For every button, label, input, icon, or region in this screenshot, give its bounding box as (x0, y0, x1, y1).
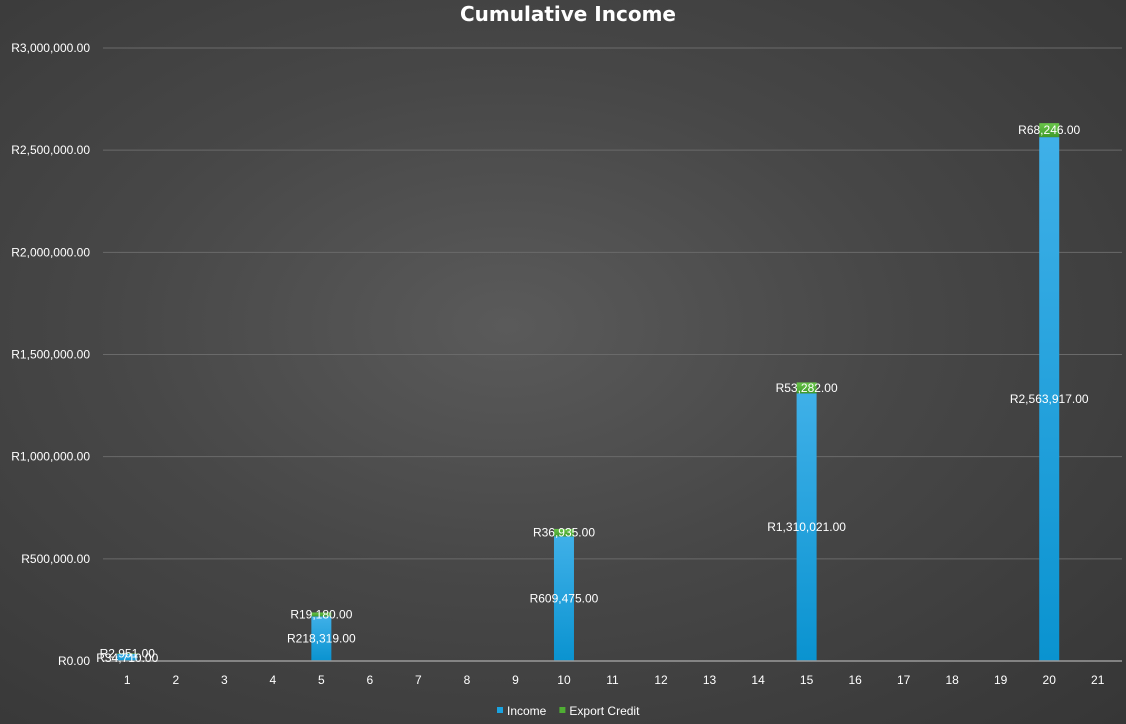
gridlines (103, 47, 1122, 560)
x-tick-label: 16 (848, 673, 862, 687)
y-tick-label: R1,500,000.00 (11, 348, 90, 362)
x-tick-label: 5 (318, 673, 325, 687)
y-tick-label: R500,000.00 (21, 552, 90, 566)
legend-label: Export Credit (569, 704, 640, 718)
data-label-income: R218,319.00 (287, 632, 356, 646)
bar-income (553, 536, 574, 661)
x-tick-label: 8 (464, 673, 471, 687)
data-label-export-credit: R2,951.00 (100, 647, 156, 661)
x-tick-label: 9 (512, 673, 519, 687)
x-tick-label: 4 (269, 673, 276, 687)
bars (117, 123, 1060, 661)
x-tick-label: 19 (994, 673, 1008, 687)
x-tick-label: 3 (221, 673, 228, 687)
x-tick-label: 13 (703, 673, 717, 687)
x-axis-tick-labels: 1 2 3 4 5 6 7 8 9 10 11 12 13 14 15 16 17 18 19 20 21 (124, 673, 1105, 687)
data-label-income: R1,310,021.00 (767, 520, 846, 534)
data-label-export-credit: R68,246.00 (1018, 123, 1080, 137)
bar-export-credit (553, 528, 574, 537)
data-label-export-credit: R53,282.00 (776, 381, 838, 395)
data-label-income: R609,475.00 (530, 592, 599, 606)
x-tick-label: 21 (1091, 673, 1105, 687)
y-tick-label: R1,000,000.00 (11, 450, 90, 464)
legend-label: Income (507, 704, 547, 718)
bar-income (796, 393, 817, 661)
x-tick-label: 2 (172, 673, 179, 687)
legend-swatch (497, 707, 503, 713)
data-label-income: R34,710.00 (96, 651, 158, 665)
data-label-export-credit: R36,935.00 (533, 526, 595, 540)
bar-export-credit (311, 612, 332, 617)
bar-income (117, 653, 138, 661)
legend: Income Export Credit (497, 704, 640, 718)
data-label-export-credit: R19,180.00 (290, 607, 352, 621)
y-axis-tick-labels: R0.00 R500,000.00 R1,000,000.00 R1,500,000.… (11, 41, 90, 668)
bar-income (1039, 137, 1060, 661)
legend-swatch (559, 707, 566, 713)
chart-title: Cumulative Income (460, 2, 676, 26)
x-tick-label: 14 (751, 673, 765, 687)
x-tick-label: 6 (367, 673, 374, 687)
x-tick-label: 1 (124, 673, 131, 687)
x-tick-label: 7 (415, 673, 422, 687)
bar-income (311, 616, 332, 661)
y-tick-label: R0.00 (58, 654, 90, 668)
x-tick-label: 20 (1043, 673, 1057, 687)
x-tick-label: 15 (800, 673, 814, 687)
bar-export-credit (1039, 123, 1060, 138)
x-tick-label: 17 (897, 673, 911, 687)
x-tick-label: 12 (654, 673, 668, 687)
data-label-income: R2,563,917.00 (1010, 392, 1089, 406)
y-tick-label: R2,000,000.00 (11, 245, 90, 259)
bar-export-credit (117, 653, 138, 654)
x-tick-label: 10 (557, 673, 571, 687)
bar-export-credit (796, 382, 817, 394)
y-tick-label: R3,000,000.00 (11, 41, 90, 55)
y-tick-label: R2,500,000.00 (11, 143, 90, 157)
x-tick-label: 11 (606, 673, 619, 687)
x-tick-label: 18 (945, 673, 959, 687)
